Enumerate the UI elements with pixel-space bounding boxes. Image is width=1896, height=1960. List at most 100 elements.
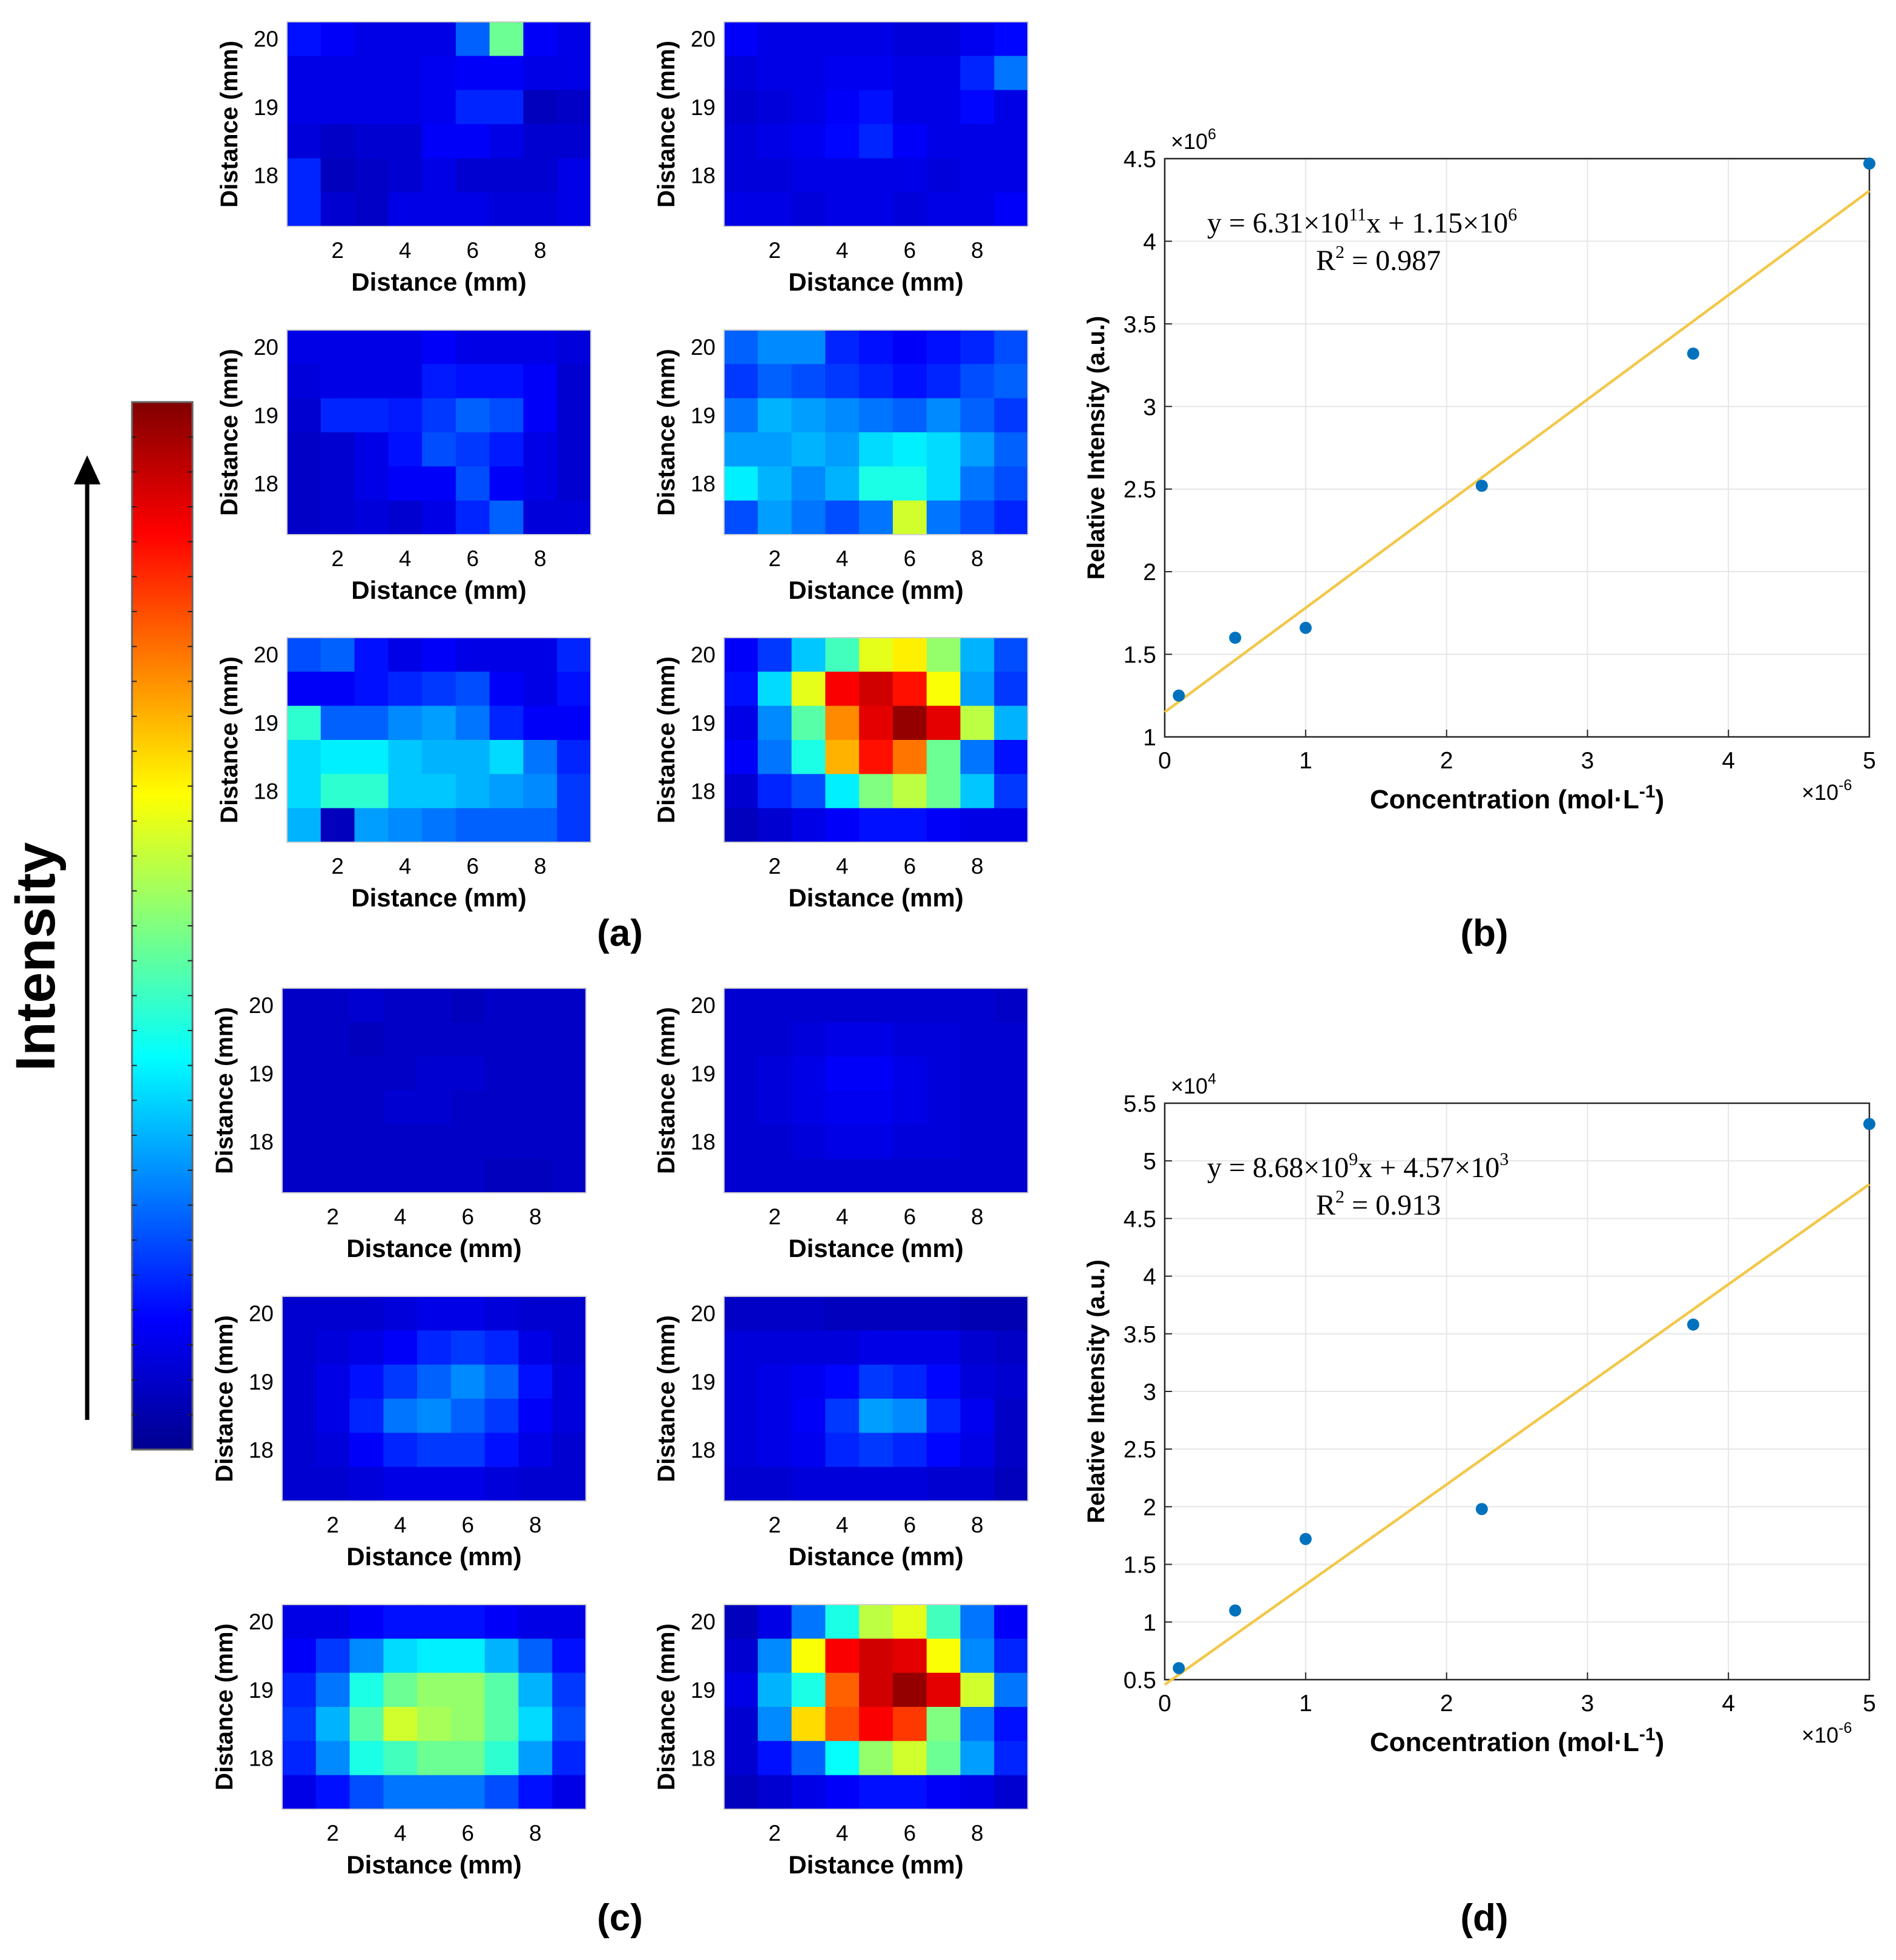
heatmap-cell xyxy=(859,90,894,125)
heatmap-cell xyxy=(315,1775,351,1810)
heatmap-cell xyxy=(892,466,927,501)
heatmap-cell xyxy=(383,1022,418,1057)
heatmap-frame xyxy=(281,1604,587,1810)
heatmap-cell xyxy=(926,1158,961,1193)
heatmap-y-tick-label: 18 xyxy=(691,1130,716,1155)
heatmap-cell xyxy=(892,1091,927,1126)
heatmap-cell xyxy=(349,1672,384,1708)
panel-label-b: (b) xyxy=(1460,912,1508,954)
heatmap-cell xyxy=(388,432,423,467)
heatmap-cell xyxy=(960,1741,995,1776)
r-squared: R2 = 0.987 xyxy=(1316,242,1441,277)
heatmap-cell xyxy=(724,1296,759,1331)
heatmap-cell xyxy=(455,808,490,843)
heatmap-cell xyxy=(791,1158,826,1193)
heatmap-cell xyxy=(320,398,355,433)
heatmap-cell xyxy=(383,1605,418,1640)
heatmap-cell xyxy=(450,1467,486,1502)
heatmap-cell xyxy=(518,1672,553,1708)
heatmap-x-axis-label: Distance (mm) xyxy=(351,576,526,604)
heatmap-cell xyxy=(791,1433,826,1468)
heatmap-cell xyxy=(892,500,927,535)
heatmap-cell xyxy=(859,1467,894,1502)
heatmap-cell xyxy=(422,398,456,433)
heatmap-cell xyxy=(557,124,591,159)
heatmap-cell xyxy=(859,671,894,707)
heatmap-cell xyxy=(757,330,792,365)
heatmap-cell xyxy=(994,500,1029,535)
heatmap-cell xyxy=(757,1467,792,1502)
heatmap-cell xyxy=(450,1296,486,1331)
heatmap-cell xyxy=(354,500,389,535)
heatmap-cell xyxy=(859,1091,894,1126)
heatmap-x-axis-label: Distance (mm) xyxy=(788,1850,963,1879)
heatmap-cell xyxy=(791,1330,826,1365)
heatmap-cell xyxy=(926,671,961,707)
heatmap-cell xyxy=(450,1056,486,1091)
heatmap-cell xyxy=(383,988,418,1023)
heatmap-cell xyxy=(926,1091,961,1126)
heatmap-cell xyxy=(320,56,355,91)
heatmap-cell xyxy=(859,1022,894,1057)
heatmap-cell xyxy=(791,398,826,433)
heatmap-x-tick-label: 6 xyxy=(466,238,479,263)
heatmap-cell xyxy=(960,638,995,673)
heatmap-cell xyxy=(926,808,961,843)
heatmap-cell xyxy=(994,158,1029,193)
heatmap-cell xyxy=(892,56,927,91)
heatmap-cell xyxy=(282,1775,317,1810)
heatmap-cell xyxy=(892,1364,927,1399)
heatmap-cell xyxy=(388,808,423,843)
heatmap-y-axis-label: Distance (mm) xyxy=(216,349,243,516)
heatmap-cell xyxy=(926,1399,961,1434)
heatmap-cell xyxy=(484,1467,519,1502)
heatmap-cell xyxy=(315,1091,351,1126)
heatmap-cell xyxy=(484,1707,519,1742)
heatmap-cell xyxy=(994,1296,1029,1331)
heatmap-cell xyxy=(994,1433,1029,1468)
heatmap-cell xyxy=(320,158,355,193)
heatmap-cell xyxy=(417,1056,452,1091)
heatmap-cell xyxy=(825,774,860,809)
heatmap-cell xyxy=(960,432,995,467)
heatmap-x-tick-label: 4 xyxy=(836,1204,849,1229)
heatmap-cell xyxy=(552,988,587,1023)
heatmap-cell xyxy=(994,1741,1029,1776)
heatmap-cell xyxy=(724,1364,759,1399)
heatmap-cell xyxy=(383,1091,418,1126)
heatmap-cell xyxy=(282,1741,317,1776)
heatmap-cell xyxy=(484,1638,519,1674)
heatmap-cell xyxy=(892,1330,927,1365)
heatmap-frame xyxy=(723,637,1029,843)
heatmap-cell xyxy=(960,364,995,399)
heatmap-cell xyxy=(523,432,558,467)
heatmap-cell xyxy=(320,466,355,501)
heatmap-y-tick-label: 20 xyxy=(691,27,716,51)
heatmap-cell xyxy=(757,1296,792,1331)
heatmap-cell xyxy=(422,330,456,365)
heatmap-cell xyxy=(287,705,321,741)
heatmap-x-tick-label: 4 xyxy=(399,546,412,571)
heatmap-cell xyxy=(791,1741,826,1776)
heatmap-cell xyxy=(315,1741,351,1776)
heatmap-cell xyxy=(994,22,1029,57)
heatmap-cell xyxy=(450,1605,486,1640)
heatmap-cell xyxy=(383,1124,418,1160)
intensity-legend: Intensity xyxy=(5,401,194,1451)
heatmap-cell xyxy=(349,1707,384,1742)
x-tick-label: 5 xyxy=(1863,1691,1876,1717)
heatmap-cell xyxy=(994,398,1029,433)
heatmap-cell xyxy=(757,22,792,57)
heatmap-cell xyxy=(484,1433,519,1468)
heatmap-cell xyxy=(724,1707,759,1742)
heatmap-cell xyxy=(724,1056,759,1091)
x-tick-label: 2 xyxy=(1440,748,1453,774)
heatmap-cell xyxy=(757,774,792,809)
y-tick-label: 1 xyxy=(1143,725,1156,751)
heatmap-cell xyxy=(354,158,389,193)
heatmap-cell xyxy=(994,90,1029,125)
heatmap-cell xyxy=(354,774,389,809)
heatmap-cell xyxy=(791,22,826,57)
heatmap-x-tick-label: 2 xyxy=(768,1821,781,1846)
heatmap-subplot: 2 4 6 8 18 19 20 Distance (mm) Distance (mm) xyxy=(653,637,1029,912)
